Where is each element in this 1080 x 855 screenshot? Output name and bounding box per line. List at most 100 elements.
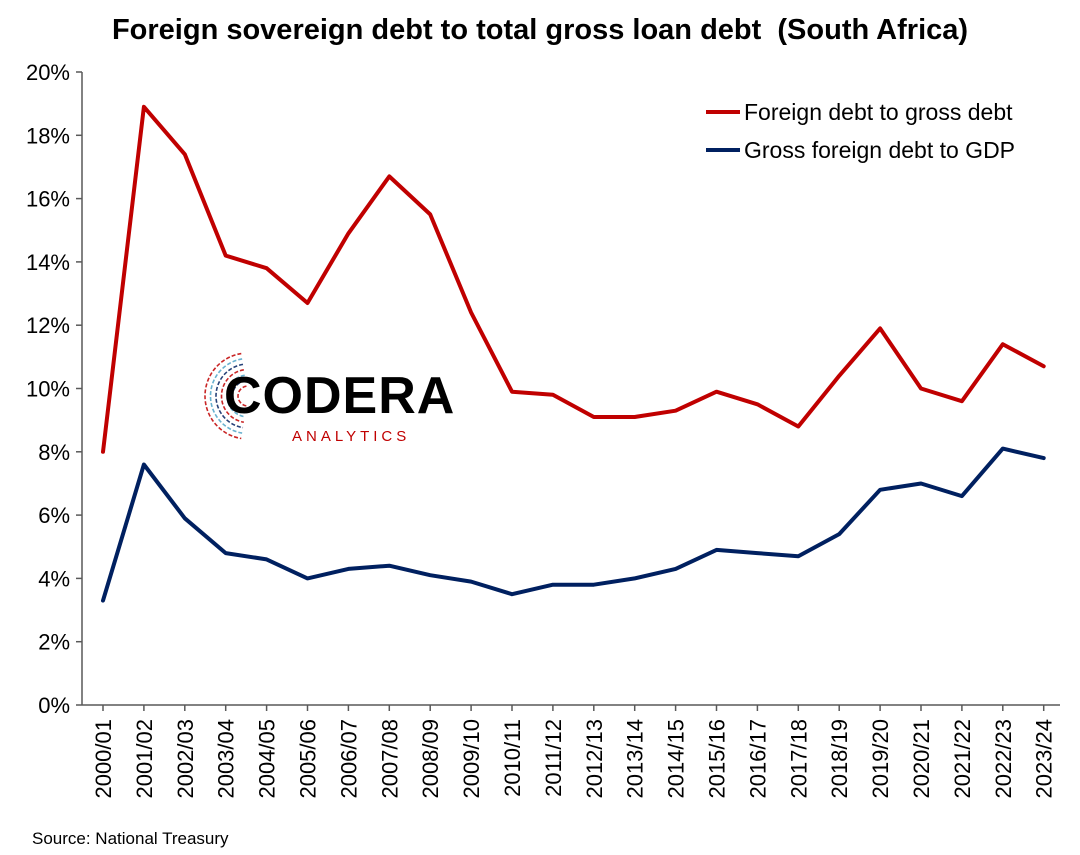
- data-point: [756, 552, 758, 554]
- x-tick-label: 2012/13: [582, 719, 607, 799]
- codera-logo: CODERA ANALYTICS: [204, 352, 455, 445]
- data-point: [470, 581, 472, 583]
- logo-arc: [204, 352, 242, 440]
- x-tick-label: 2018/19: [827, 719, 852, 799]
- legend-label: Gross foreign debt to GDP: [744, 137, 1015, 163]
- data-point: [1002, 448, 1004, 450]
- logo-sub: ANALYTICS: [292, 428, 410, 445]
- data-point: [879, 489, 881, 491]
- x-tick-label: 2019/20: [868, 719, 893, 799]
- data-point: [1002, 343, 1004, 345]
- data-point: [102, 451, 104, 453]
- x-tick-label: 2006/07: [336, 719, 361, 799]
- data-point: [838, 375, 840, 377]
- source-note: Source: National Treasury: [32, 829, 229, 848]
- data-point: [920, 388, 922, 389]
- x-tick-label: 2022/23: [991, 719, 1016, 799]
- series-line-1: [101, 104, 1046, 454]
- data-point: [347, 568, 349, 570]
- data-point: [511, 391, 513, 393]
- data-point: [470, 312, 472, 314]
- series-layer: [101, 104, 1046, 603]
- legend-label: Foreign debt to gross debt: [744, 99, 1013, 125]
- y-tick-label: 14%: [26, 250, 70, 275]
- logo-arc: [226, 374, 245, 418]
- data-point: [879, 327, 881, 329]
- x-tick-label: 2008/09: [418, 719, 443, 799]
- chart-title: Foreign sovereign debt to total gross lo…: [111, 14, 969, 46]
- data-point: [1043, 457, 1045, 459]
- data-point: [716, 391, 717, 393]
- data-point: [184, 153, 186, 155]
- y-tick-label: 18%: [26, 123, 70, 148]
- data-point: [143, 463, 145, 465]
- data-point: [102, 600, 104, 602]
- y-tick-label: 16%: [26, 187, 70, 212]
- data-point: [388, 175, 390, 177]
- data-point: [593, 584, 595, 586]
- data-point: [634, 577, 636, 579]
- data-point: [838, 533, 840, 535]
- data-point: [225, 552, 227, 554]
- data-point: [634, 416, 636, 418]
- data-point: [429, 213, 431, 215]
- x-tick-label: 2015/16: [705, 719, 730, 799]
- data-point: [429, 574, 431, 576]
- data-point: [756, 403, 758, 405]
- data-point: [307, 577, 308, 579]
- x-axis: 2000/01 2001/02 2002/03 2003/04 2004/05 2005/…: [82, 704, 1060, 799]
- data-point: [266, 267, 268, 269]
- y-tick-label: 4%: [38, 566, 70, 591]
- data-point: [675, 410, 677, 412]
- y-tick-label: 8%: [38, 440, 70, 465]
- x-tick-label: 2004/05: [255, 719, 280, 799]
- logo-arc: [237, 385, 247, 407]
- x-tick-label: 2021/22: [950, 719, 975, 799]
- data-point: [347, 232, 349, 234]
- logo-arc: [215, 363, 244, 429]
- x-tick-label: 2014/15: [664, 719, 689, 799]
- data-point: [184, 517, 186, 519]
- x-tick-label: 2002/03: [173, 719, 198, 799]
- x-tick-label: 2000/01: [91, 719, 116, 799]
- logo-name: CODERA: [224, 367, 455, 425]
- logo-fingerprint-icon: [204, 352, 247, 440]
- data-point: [552, 394, 554, 396]
- y-tick-label: 12%: [26, 313, 70, 338]
- x-tick-label: 2007/08: [377, 719, 402, 799]
- x-tick-label: 2005/06: [296, 719, 321, 799]
- data-point: [1043, 365, 1045, 367]
- data-point: [307, 302, 308, 304]
- legend: Foreign debt to gross debt Gross foreign …: [706, 99, 1015, 163]
- x-tick-label: 2023/24: [1032, 719, 1057, 799]
- x-tick-label: 2020/21: [909, 719, 934, 799]
- y-tick-label: 20%: [26, 60, 70, 85]
- y-tick-label: 0%: [38, 693, 70, 718]
- data-point: [961, 495, 963, 497]
- data-point: [716, 549, 717, 551]
- x-tick-label: 2011/12: [541, 719, 566, 797]
- data-point: [266, 558, 268, 560]
- data-point: [143, 106, 145, 108]
- data-point: [511, 593, 513, 595]
- series-line-2: [101, 446, 1046, 603]
- y-tick-label: 6%: [38, 503, 70, 528]
- data-point: [797, 555, 799, 557]
- y-tick-label: 2%: [38, 630, 70, 655]
- data-point: [388, 565, 390, 567]
- x-tick-label: 2003/04: [214, 719, 239, 799]
- x-tick-label: 2001/02: [132, 719, 157, 799]
- data-point: [961, 400, 963, 402]
- y-tick-label: 10%: [26, 377, 70, 402]
- logo-arc: [209, 358, 243, 434]
- data-point: [593, 416, 595, 418]
- logo-arc: [220, 369, 244, 423]
- data-point: [797, 425, 799, 427]
- data-point: [552, 584, 554, 586]
- logo-arc: [231, 379, 246, 413]
- x-tick-label: 2010/11: [500, 719, 525, 797]
- x-tick-label: 2016/17: [745, 719, 770, 799]
- x-tick-label: 2013/14: [623, 719, 648, 799]
- x-tick-label: 2009/10: [459, 719, 484, 799]
